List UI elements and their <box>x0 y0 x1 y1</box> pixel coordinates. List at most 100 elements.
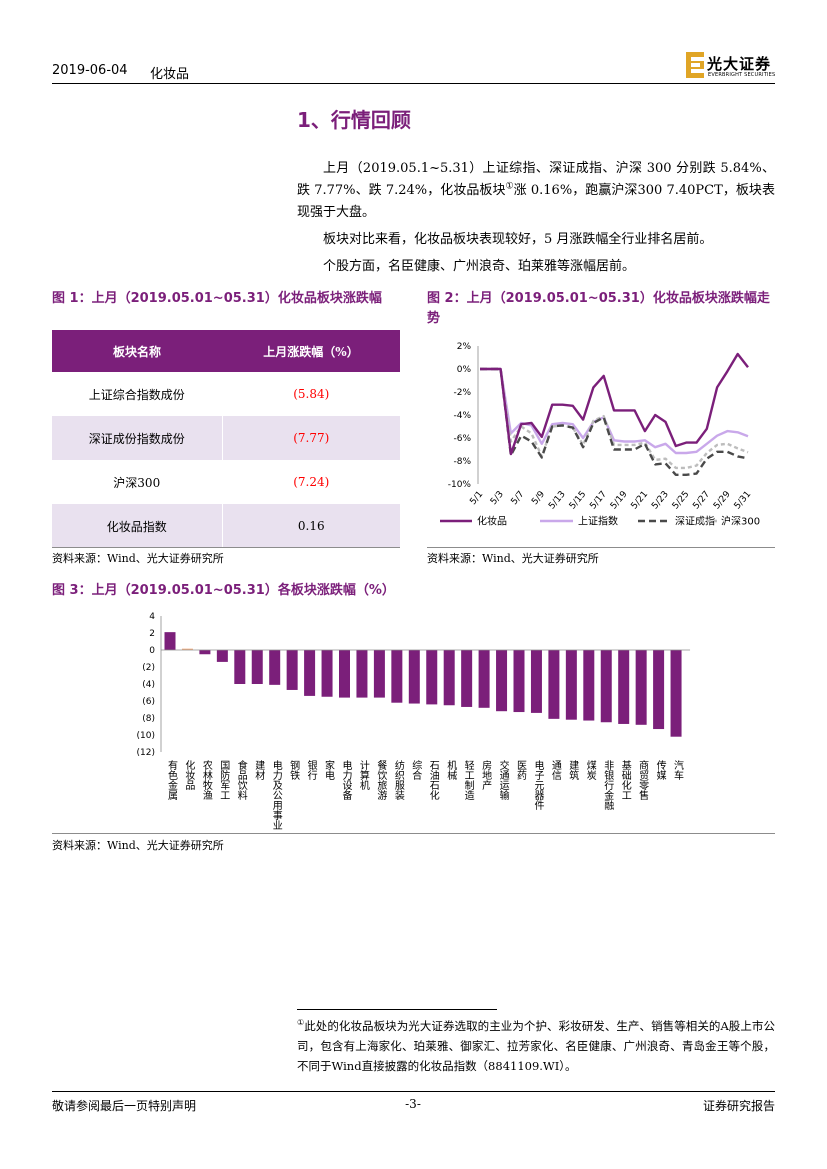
footer-report-type: 证券研究报告 <box>702 1099 775 1113</box>
bar-category-label: 石油石化 <box>427 760 439 800</box>
y-tick-label: (12) <box>137 748 155 758</box>
bar <box>304 650 316 696</box>
x-tick-label: 5/7 <box>510 490 527 508</box>
legend-label: 化妆品 <box>477 515 507 528</box>
paragraph-text: 上月（2019.05.1~5.31）上证综指、深证成指、沪深 300 分别跌 5… <box>297 161 775 198</box>
bar <box>548 650 560 719</box>
x-tick-label: 5/13 <box>547 490 568 512</box>
table-row: 深证成份指数成份 (7.77) <box>52 416 400 460</box>
sector-trend-line-chart: 2% 0% -2% -4% -6% -8% -10%5/1 5/3 5/7 5/9 5/13 5/15… <box>440 342 760 528</box>
bar-category-label: 建材 <box>252 760 264 780</box>
x-tick-label: 5/9 <box>530 489 547 507</box>
report-sector: 化妆品 <box>150 67 190 82</box>
report-date: 2019-06-04 <box>52 63 128 78</box>
company-logo <box>686 52 704 82</box>
table-value-cell: (5.84) <box>293 387 330 401</box>
x-tick-label: 5/15 <box>568 490 589 512</box>
y-tick-label: 2% <box>457 342 472 352</box>
bar <box>216 650 228 662</box>
figure-3-source-rule <box>52 833 775 834</box>
bar <box>164 632 176 650</box>
y-tick-label: (6) <box>142 697 155 707</box>
bar-category-label: 有色金属 <box>165 760 177 800</box>
bar <box>600 650 612 723</box>
legend-label: 深证成指 <box>675 515 715 528</box>
bar <box>565 650 577 720</box>
bar-category-label: 煤炭 <box>584 760 596 780</box>
bar-category-label: 餐饮旅游 <box>374 760 386 800</box>
paragraph-sector-compare: 板块对比来看，化妆品板块表现较好，5 月涨跌幅全行业排名居前。 <box>323 232 713 247</box>
table-row: 化妆品指数 0.16 <box>52 504 400 548</box>
section-title: 1、行情回顾 <box>297 108 411 132</box>
legend-label: 沪深300 <box>721 515 760 528</box>
table-header-row: 板块名称 上月涨跌幅（%） <box>52 330 400 372</box>
x-tick-label: 5/21 <box>630 490 651 512</box>
x-tick-label: 5/27 <box>691 490 712 512</box>
footnote-rule <box>297 1009 497 1010</box>
bar <box>286 650 298 690</box>
bar <box>391 650 403 703</box>
bar-category-label: 建筑 <box>566 760 578 780</box>
table-value-cell: (7.77) <box>222 416 400 460</box>
paragraph-market-review: 上月（2019.05.1~5.31）上证综指、深证成指、沪深 300 分别跌 5… <box>297 158 775 224</box>
logo-name-en: EVERBRIGHT SECURITIES <box>708 72 776 78</box>
bar <box>356 650 368 698</box>
y-tick-label: -2% <box>453 388 471 398</box>
bar <box>234 650 246 684</box>
footnote: ①此处的化妆品板块为光大证券选取的主业为个护、彩妆研发、生产、销售等相关的A股上… <box>297 1016 775 1076</box>
bar-category-label: 非银行金融 <box>601 760 613 810</box>
sector-return-table: 板块名称 上月涨跌幅（%） 上证综合指数成份 (5.84) 深证成份指数成份 (… <box>52 330 400 548</box>
bar-category-label: 家电 <box>322 760 334 780</box>
shenzhen-component-line <box>480 367 749 477</box>
y-tick-label: (10) <box>137 731 155 741</box>
y-tick-label: -10% <box>448 480 472 490</box>
legend-label: 上证指数 <box>578 515 618 528</box>
bar <box>199 650 211 655</box>
bar <box>478 650 490 708</box>
footnote-ref[interactable]: ① <box>505 181 514 192</box>
table-header-return: 上月涨跌幅（%） <box>222 330 400 372</box>
y-tick-label: 0 <box>149 646 155 656</box>
bar-category-label: 国防军工 <box>217 760 229 800</box>
table-value-cell: 0.16 <box>222 504 400 548</box>
bar <box>251 650 263 684</box>
header-rule <box>52 83 775 84</box>
table-name-cell: 沪深300 <box>52 460 223 504</box>
bar <box>339 650 350 698</box>
y-tick-label: (4) <box>142 680 155 690</box>
bar <box>443 650 455 706</box>
table-name-cell: 上证综合指数成份 <box>52 372 223 416</box>
x-tick-label: 5/25 <box>671 490 692 512</box>
x-tick-label: 5/1 <box>468 490 485 508</box>
y-tick-label: 0% <box>457 365 472 375</box>
x-tick-label: 5/17 <box>588 490 609 512</box>
table-header-name: 板块名称 <box>52 330 222 372</box>
y-tick-label: -4% <box>453 411 471 421</box>
y-tick-label: (8) <box>142 714 155 724</box>
bar-category-label: 轻工制造 <box>462 760 474 800</box>
bar-category-label: 食品饮料 <box>235 760 247 800</box>
x-tick-label: 5/31 <box>733 490 754 512</box>
industry-return-bar-chart: 4 2 0 (2) (4) (6) (8) (10) (12) <box>137 612 691 758</box>
bar <box>496 650 508 712</box>
bar <box>653 650 665 730</box>
footer-rule <box>52 1091 775 1092</box>
bar-category-label: 电力及公用事业 <box>270 760 282 830</box>
cosmetics-line <box>480 352 749 456</box>
figure-3-caption: 图 3：上月（2019.05.01~05.31）各板块涨跌幅（%） <box>52 583 395 598</box>
bar <box>181 648 193 650</box>
bar <box>635 650 647 725</box>
x-tick-label: 5/23 <box>650 490 671 512</box>
y-tick-label: 2 <box>149 629 155 639</box>
y-tick-label: 4 <box>149 612 155 622</box>
bar-category-label: 综合 <box>409 760 421 780</box>
y-tick-label: (2) <box>142 663 155 673</box>
bar <box>461 650 473 707</box>
bar-category-label: 医药 <box>514 760 526 780</box>
page-number: -3- <box>405 1097 421 1111</box>
table-name-cell: 化妆品指数 <box>52 504 223 548</box>
csi300-line <box>480 367 749 470</box>
footer-disclaimer[interactable]: 敬请参阅最后一页特别声明 <box>52 1099 197 1113</box>
x-tick-label: 5/19 <box>609 489 630 511</box>
bar-category-label: 计算机 <box>357 760 369 790</box>
